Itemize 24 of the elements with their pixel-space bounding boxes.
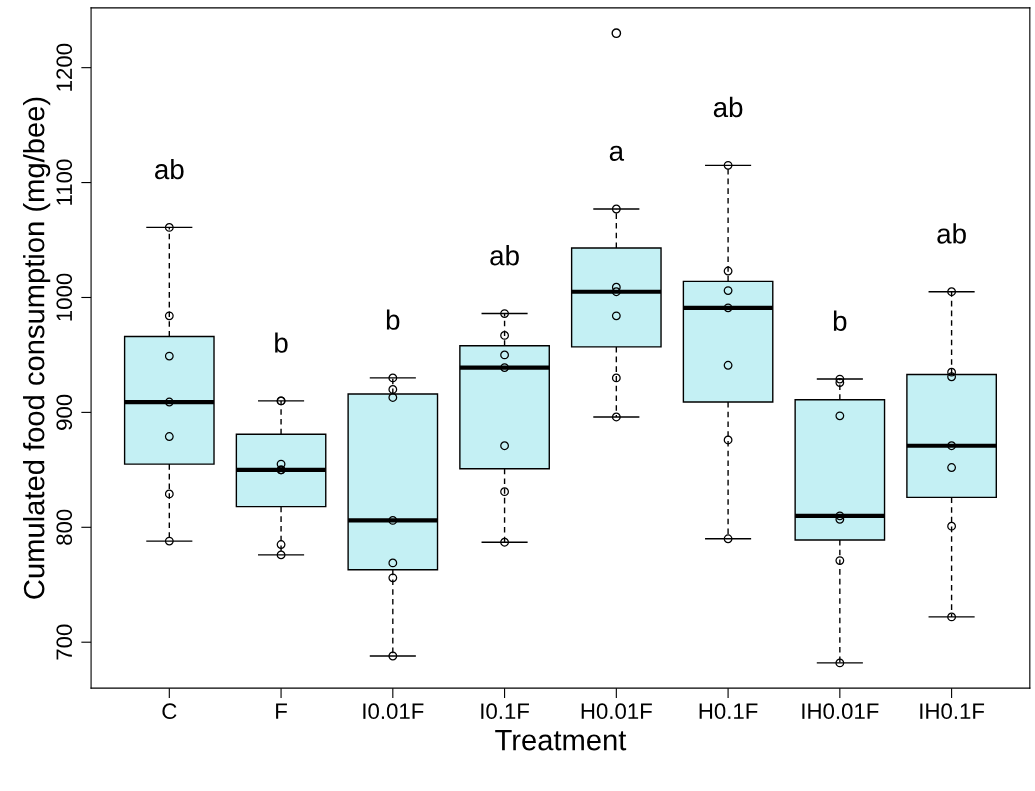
x-tick-label: IH0.1F: [920, 703, 985, 720]
y-tick-label: 1200: [56, 43, 73, 91]
y-tick-label: 1000: [56, 273, 73, 321]
annotation: ab: [713, 96, 743, 118]
y-tick-label: 1100: [56, 159, 73, 205]
annotation: ab: [937, 223, 966, 244]
x-tick-label: I0.1F: [481, 703, 530, 720]
x-tick-label: I0.01F: [363, 703, 424, 720]
x-tick-label: F: [276, 703, 287, 719]
annotation: b: [275, 332, 288, 353]
x-tick-label: H0.1F: [699, 703, 758, 720]
x-axis-title: Treatment: [495, 730, 627, 751]
annotation: a: [609, 145, 625, 161]
y-tick-label: 900: [56, 394, 73, 430]
annotation: ab: [490, 245, 519, 266]
annotation: b: [833, 310, 847, 331]
x-tick-label: IH0.01F: [802, 703, 879, 720]
annotation: ab: [155, 158, 184, 180]
y-tick-label: 800: [56, 509, 73, 545]
x-tick-label: C: [162, 703, 177, 720]
x-tick-label: H0.01F: [581, 703, 652, 720]
annotation: b: [386, 309, 400, 330]
y-axis-title: Cumulated food consumption (mg/bee): [23, 97, 51, 599]
y-tick-label: 700: [56, 624, 73, 660]
